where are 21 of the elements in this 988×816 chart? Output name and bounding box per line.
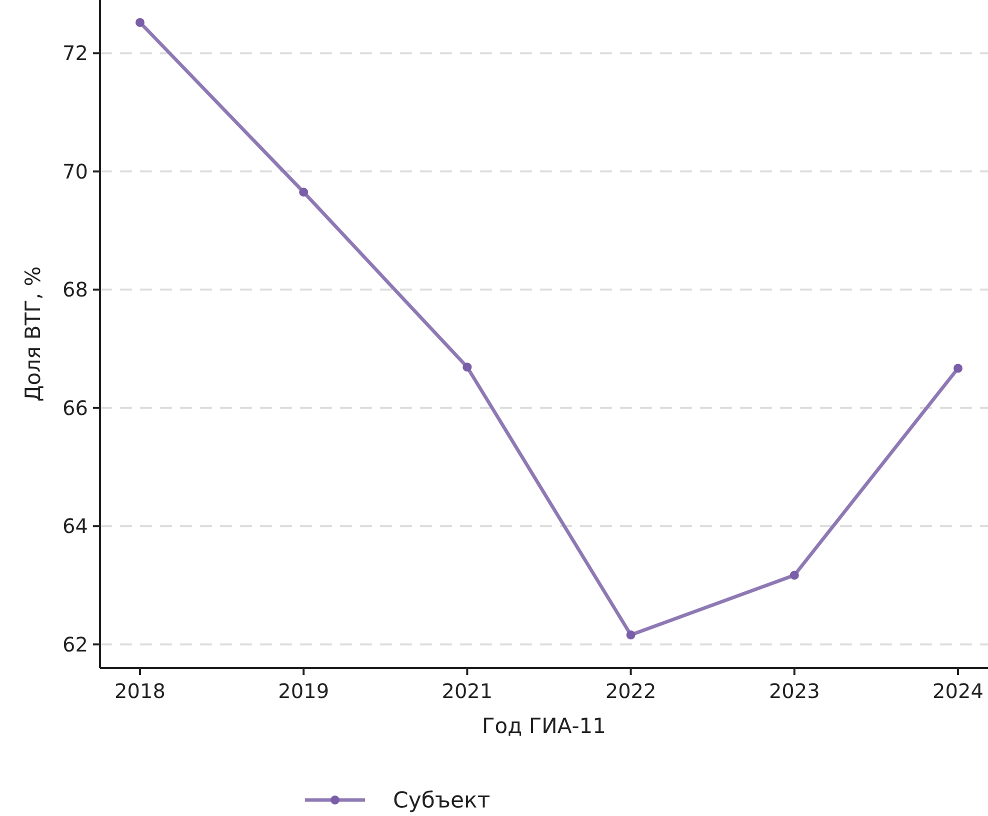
y-tick-label: 64 (62, 514, 88, 538)
y-tick-label: 70 (62, 159, 88, 184)
point (462, 362, 472, 372)
y-tick-label: 68 (62, 278, 88, 302)
x-tick-label: 2021 (442, 679, 493, 703)
point (790, 570, 799, 580)
y-tick-label: 66 (62, 396, 88, 420)
x-tick-label: 2022 (605, 679, 656, 703)
x-tick-label: 2023 (768, 679, 820, 703)
x-tick-label: 2018 (114, 679, 166, 703)
y-tick-label: 62 (62, 632, 88, 656)
point (299, 188, 308, 197)
x-axis-title: Год ГИА-11 (482, 714, 606, 738)
point (626, 630, 636, 640)
legend-label: Субъект (393, 788, 490, 814)
point (136, 18, 144, 27)
x-tick-label: 2024 (932, 679, 984, 703)
y-axis-title: Доля ВТГ, % (21, 266, 45, 402)
x-tick-label: 2019 (278, 679, 330, 703)
point (954, 364, 962, 373)
y-tick-label: 72 (62, 41, 88, 66)
